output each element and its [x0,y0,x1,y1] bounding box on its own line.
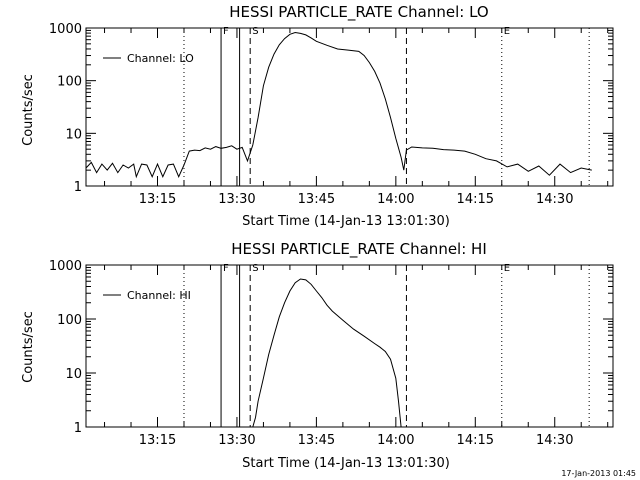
event-marker-label: F [223,26,229,37]
x-tick-label: 14:30 [536,433,573,448]
x-tick-label: 13:45 [298,192,335,207]
y-tick-label: 100 [57,75,82,90]
x-tick-label: 14:15 [457,433,494,448]
chart-title: HESSI PARTICLE_RATE Channel: HI [231,240,487,259]
x-tick-label: 13:15 [139,433,176,448]
event-marker-label: E [504,263,510,274]
plot-frame [85,27,614,187]
lo-channel-panel: HESSI PARTICLE_RATE Channel: LO Start Ti… [21,3,614,229]
y-tick-label: 10 [65,367,82,382]
x-tick-label: 13:30 [218,192,255,207]
generation-timestamp: 17-Jan-2013 01:45 [561,469,636,478]
x-tick-label: 14:00 [377,433,414,448]
x-tick-label: 14:00 [377,192,414,207]
event-marker-label: F [223,263,229,274]
event-marker-label: E [504,26,510,37]
y-tick-label: 1000 [49,259,82,274]
y-axis-label: Counts/sec [21,311,36,383]
series-line [85,31,592,179]
series-line [252,278,402,428]
x-axis-label: Start Time (14-Jan-13 13:01:30) [242,214,450,229]
legend-entry: Channel: LO [127,52,194,65]
x-tick-label: 13:30 [218,433,255,448]
x-tick-label: 13:15 [139,192,176,207]
y-tick-label: 1 [74,421,82,436]
x-tick-label: 14:15 [457,192,494,207]
y-tick-label: 10 [65,127,82,142]
legend-entry: Channel: HI [127,289,191,302]
chart-title: HESSI PARTICLE_RATE Channel: LO [229,3,488,22]
x-tick-label: 13:45 [298,433,335,448]
x-tick-label: 14:30 [536,192,573,207]
y-tick-label: 1 [74,180,82,195]
plot-frame [85,264,614,428]
event-marker-label: S [252,263,258,274]
x-axis-label: Start Time (14-Jan-13 13:01:30) [242,456,450,471]
event-marker-label: S [252,26,258,37]
y-axis-label: Counts/sec [21,74,36,146]
y-tick-label: 100 [57,313,82,328]
y-tick-label: 1000 [49,22,82,37]
hi-channel-panel: HESSI PARTICLE_RATE Channel: HI Start Ti… [21,240,614,471]
